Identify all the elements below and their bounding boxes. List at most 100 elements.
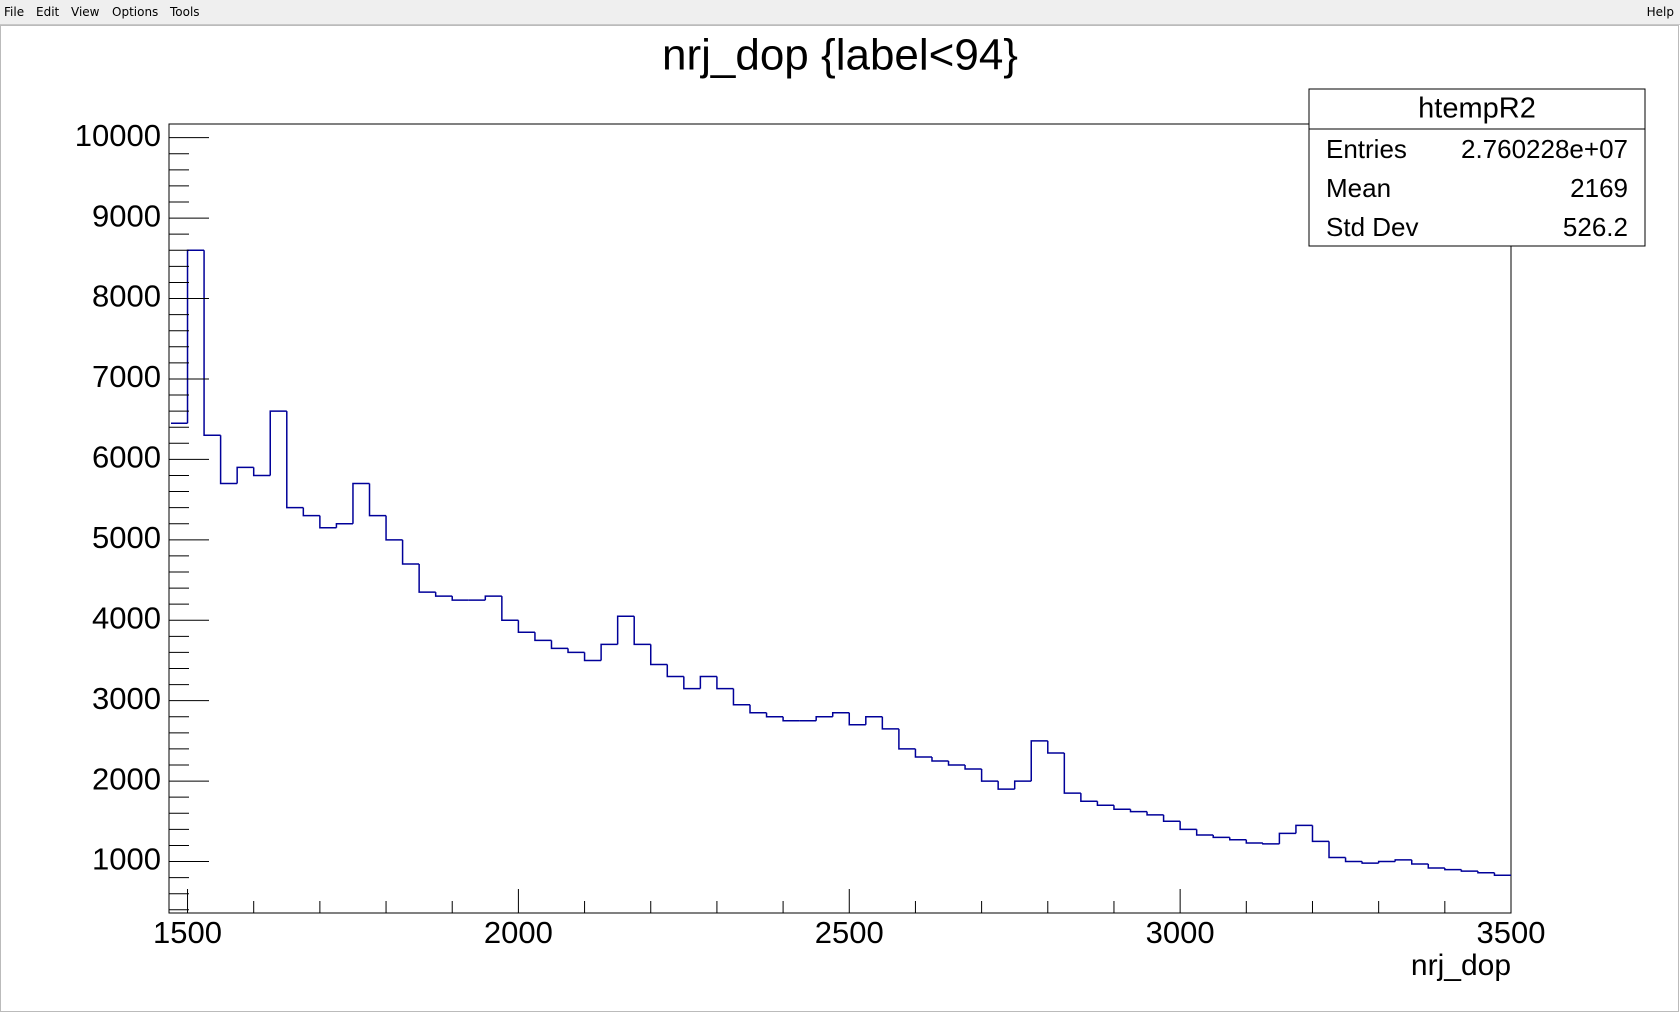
histogram-bin [881,716,899,730]
histogram-bin [865,716,883,725]
histogram-bin [1063,752,1081,794]
histogram-bin [385,515,403,541]
x-tick-label: 2500 [815,915,884,950]
histogram-bin [335,522,353,528]
histogram-bin [1013,780,1032,790]
stats-value: 526.2 [1563,212,1628,242]
y-tick-label: 9000 [92,198,161,233]
histogram-bin [501,596,519,621]
histogram-bin [749,704,767,714]
histogram-bin [1278,832,1296,844]
histogram-bin [286,411,304,509]
menu-item[interactable]: File [4,5,25,19]
histogram-bin [1113,805,1131,810]
histogram-bin [1295,824,1313,834]
histogram-bin [1245,839,1263,844]
histogram-bin [732,688,751,706]
histogram-bin [1460,869,1478,872]
histogram-bin [302,507,320,517]
x-tick-label: 3000 [1146,915,1215,950]
histogram-bin [649,644,668,666]
y-tick-label: 8000 [92,279,161,314]
menu-item[interactable]: View [71,5,100,19]
histogram-bin [1427,863,1445,869]
histogram-bin [484,595,502,601]
histogram-bin [1080,793,1098,802]
histogram-bin [666,664,684,678]
histogram-bin [616,615,635,645]
plot-frame [168,123,1512,914]
histogram-bin [1229,837,1247,841]
histogram-bin [1377,860,1396,864]
histogram-bin [964,765,982,770]
menu-item[interactable]: Help [1646,5,1674,19]
x-axis-title: nrj_dop [1411,949,1511,982]
histogram-bin [898,728,916,750]
histogram-bin [1195,829,1214,836]
histogram-bin [980,769,999,782]
y-tick-label: 2000 [92,761,161,796]
histogram-bin [434,592,453,597]
histogram-bin [1162,814,1181,823]
histogram-bin [252,467,271,477]
histogram-bin [1179,821,1197,831]
menu-item[interactable]: Options [112,5,159,19]
y-tick-label: 4000 [92,600,161,635]
menu-bar: File Edit View Options Tools Help [0,0,1680,25]
stats-label: Mean [1326,173,1391,203]
histogram-bin [319,515,337,529]
histogram-bin [815,716,833,721]
histogram-bin [517,620,535,634]
stats-value: 2169 [1570,173,1628,203]
histogram-bin [1030,740,1048,782]
histogram-bin [1047,740,1065,754]
stats-box [1308,88,1646,247]
histogram-bin [765,712,784,718]
y-tick-label: 3000 [92,681,161,716]
histogram-bin [368,483,387,517]
histogram-bin [1328,841,1346,859]
histogram-bin [1212,834,1230,839]
histogram-bin [352,482,370,524]
histogram-bin [1096,801,1114,806]
histogram-bin [1361,861,1379,864]
histogram-bin [931,756,949,762]
histogram-bin [1344,857,1363,863]
histogram-bin [550,640,569,650]
histogram-bin [269,410,287,476]
histogram-bin [699,675,717,689]
histogram-bin [831,711,850,717]
histogram-bin [914,748,932,758]
y-tick-label: 5000 [92,520,161,555]
histogram-bin [236,466,254,484]
y-tick-label: 7000 [92,359,161,394]
histogram-bin [716,676,734,690]
y-tick-label: 10000 [75,118,161,153]
histogram-bin [1146,811,1164,816]
stats-title: htempR2 [1418,93,1536,125]
histogram-bin [1444,867,1462,871]
histogram-bin [1493,872,1511,876]
histogram-bin [1410,859,1429,865]
histogram-bin [567,648,585,654]
histogram-bin [534,632,552,642]
stats-value: 2.760228e+07 [1461,134,1628,164]
histogram-bin [451,596,469,601]
x-tick-label: 1500 [153,915,222,950]
histogram-bin [418,563,436,593]
histogram-bin [203,250,221,437]
stats-label: Entries [1326,134,1407,164]
menu-item[interactable]: Tools [170,5,200,19]
histogram-bin [219,435,238,485]
histogram-bin [947,760,966,766]
y-tick-label: 1000 [92,842,161,877]
x-tick-label: 2000 [484,915,553,950]
menu-item[interactable]: Edit [36,5,60,19]
histogram-bin [1311,825,1330,843]
histogram-bin [1262,843,1280,845]
histogram-bin [600,643,618,661]
histogram-bin [583,652,602,662]
histogram-bin [1477,871,1495,874]
histogram-bin [782,716,800,722]
